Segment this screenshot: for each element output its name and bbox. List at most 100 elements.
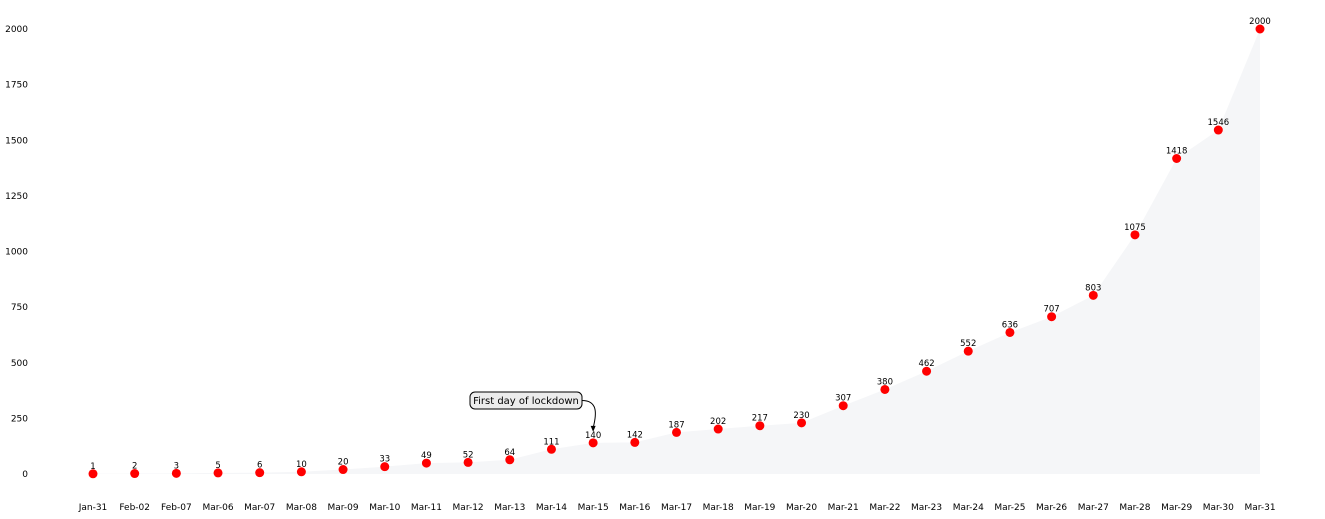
x-tick-label: Mar-17: [661, 503, 692, 513]
y-tick-label: 250: [11, 414, 28, 424]
data-label: 64: [504, 448, 515, 458]
x-tick-label: Mar-21: [828, 503, 859, 513]
y-tick-label: 2000: [5, 25, 28, 35]
data-label: 140: [585, 431, 601, 441]
x-tick-label: Mar-30: [1203, 503, 1234, 513]
data-label: 52: [463, 450, 474, 460]
data-point: [296, 467, 306, 477]
data-point: [1255, 24, 1265, 34]
y-tick-label: 0: [22, 470, 28, 480]
data-label: 3: [174, 461, 179, 471]
data-point: [463, 457, 473, 467]
annotation-text: First day of lockdown: [473, 396, 579, 407]
x-tick-label: Mar-15: [578, 503, 609, 513]
y-tick-label: 1750: [5, 81, 28, 91]
data-label: 380: [877, 377, 893, 387]
x-tick-label: Mar-13: [494, 503, 525, 513]
x-tick-label: Mar-23: [911, 503, 942, 513]
data-label: 111: [543, 437, 559, 447]
data-label: 1: [90, 462, 95, 472]
data-point: [380, 462, 390, 472]
data-point: [1088, 290, 1098, 300]
data-label: 10: [296, 460, 307, 470]
data-label: 2000: [1249, 17, 1271, 27]
data-point: [1213, 125, 1223, 135]
x-tick-label: Mar-27: [1078, 503, 1109, 513]
x-axis-ticks: Jan-31 Feb-02 Feb-07 Mar-06 Mar-07 Mar-08 Mar-…: [78, 503, 1276, 513]
data-point: [1005, 327, 1015, 337]
data-point: [171, 468, 181, 478]
data-label: 552: [960, 339, 976, 349]
data-point: [880, 384, 890, 394]
data-point: [130, 469, 140, 479]
data-label: 187: [668, 420, 684, 430]
data-point: [672, 427, 681, 437]
x-tick-label: Jan-31: [78, 503, 108, 513]
x-tick-label: Mar-29: [1161, 503, 1192, 513]
data-point: [1047, 312, 1057, 322]
x-tick-label: Mar-08: [286, 503, 317, 513]
data-label: 462: [918, 359, 934, 369]
x-tick-label: Mar-20: [786, 503, 817, 513]
y-tick-label: 1250: [5, 192, 28, 202]
x-tick-label: Mar-24: [953, 503, 984, 513]
data-label: 307: [835, 394, 851, 404]
x-tick-label: Mar-07: [244, 503, 275, 513]
data-label: 2: [132, 462, 137, 472]
data-point: [713, 424, 723, 434]
data-point: [963, 346, 973, 356]
data-label: 803: [1085, 283, 1101, 293]
x-tick-label: Mar-18: [703, 503, 734, 513]
data-labels: 1 2 3 5 6 10 20 33 49 52 64 111 140 142 187 202 217 230 30…: [90, 17, 1271, 472]
data-point: [88, 469, 98, 479]
annotation-arrowhead: [590, 425, 596, 432]
annotation-arrow: [581, 400, 596, 428]
data-label: 20: [338, 458, 349, 468]
x-tick-label: Mar-28: [1119, 503, 1150, 513]
annotation: First day of lockdown: [469, 391, 596, 432]
x-tick-label: Feb-02: [119, 503, 150, 513]
x-tick-label: Mar-19: [744, 503, 775, 513]
data-label: 707: [1043, 305, 1059, 315]
data-point: [755, 421, 765, 431]
x-tick-label: Mar-31: [1244, 503, 1275, 513]
data-point: [1172, 153, 1182, 163]
x-tick-label: Feb-07: [161, 503, 192, 513]
data-label: 202: [710, 417, 726, 427]
y-tick-label: 750: [11, 303, 28, 313]
data-label: 33: [379, 455, 390, 465]
data-label: 6: [257, 461, 262, 471]
data-point: [922, 366, 932, 376]
data-point: [421, 458, 431, 468]
x-tick-label: Mar-25: [994, 503, 1025, 513]
x-tick-label: Mar-26: [1036, 503, 1067, 513]
x-tick-label: Mar-14: [536, 503, 567, 513]
x-tick-label: Mar-16: [619, 503, 650, 513]
data-point: [588, 438, 598, 448]
x-tick-label: Mar-10: [369, 503, 400, 513]
data-label: 1075: [1124, 223, 1146, 233]
y-axis-ticks: 0 250 500 750 1000 1250 1500 1750 2000: [5, 25, 28, 480]
x-tick-label: Mar-22: [869, 503, 900, 513]
data-point: [255, 468, 265, 478]
data-point: [213, 468, 223, 478]
y-tick-label: 1000: [5, 248, 28, 258]
data-point: [797, 418, 807, 428]
data-label: 230: [793, 411, 809, 421]
data-point: [838, 401, 848, 411]
data-label: 142: [627, 430, 643, 440]
annotation-box: [469, 391, 583, 410]
data-label: 49: [421, 451, 432, 461]
data-label: 1418: [1166, 146, 1188, 156]
data-label: 636: [1002, 320, 1018, 330]
area-fill: [93, 29, 1260, 474]
data-label: 5: [215, 461, 220, 471]
data-point: [1130, 230, 1140, 240]
x-tick-label: Mar-06: [202, 503, 233, 513]
x-tick-label: Mar-11: [411, 503, 442, 513]
data-point: [546, 444, 556, 454]
data-point: [505, 455, 515, 465]
data-points: [88, 24, 1265, 479]
data-label: 217: [752, 414, 768, 424]
